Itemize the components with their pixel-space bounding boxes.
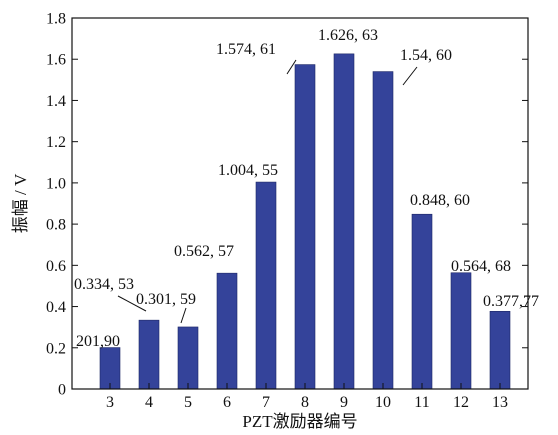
data-label-6: 0.562, 57 bbox=[174, 243, 234, 260]
x-tick-label: 13 bbox=[492, 394, 508, 411]
x-tick-label: 12 bbox=[453, 394, 469, 411]
x-tick-label: 10 bbox=[375, 394, 391, 411]
y-tick-label: 0.4 bbox=[46, 299, 66, 316]
data-label-4: 0.334, 53 bbox=[74, 276, 134, 293]
y-tick-label: 0.6 bbox=[46, 258, 66, 275]
bar-5 bbox=[177, 326, 199, 390]
bar-7 bbox=[255, 181, 277, 390]
bar-6 bbox=[216, 272, 238, 390]
bar-4 bbox=[138, 319, 160, 390]
y-tick-label: 1.2 bbox=[46, 134, 66, 151]
data-label-8: 1.574, 61 bbox=[216, 41, 276, 58]
bars-layer bbox=[99, 53, 511, 390]
y-tick-label: 1.6 bbox=[46, 52, 66, 69]
bar-13 bbox=[489, 310, 511, 390]
bar-9 bbox=[333, 53, 355, 390]
data-label-7: 1.004, 55 bbox=[218, 162, 278, 179]
leader-line bbox=[180, 307, 187, 324]
x-axis-label: PZT激励器编号 bbox=[242, 412, 357, 431]
y-tick-label: 1.8 bbox=[46, 11, 66, 28]
leader-line bbox=[117, 295, 147, 312]
y-axis-label: 振幅 / V bbox=[11, 173, 30, 233]
bar-8 bbox=[294, 64, 316, 390]
data-label-10: 1.54, 60 bbox=[400, 47, 452, 64]
leader-line bbox=[402, 66, 418, 86]
x-tick-label: 3 bbox=[106, 394, 114, 411]
data-label-13: 0.377,77 bbox=[483, 293, 539, 310]
y-tick-label: 1.0 bbox=[46, 175, 66, 192]
bar-11 bbox=[411, 213, 433, 390]
x-axis-ticks: 3 4 5 6 7 8 9 10 11 12 13 bbox=[106, 383, 508, 411]
data-label-11: 0.848, 60 bbox=[410, 192, 470, 209]
x-tick-label: 11 bbox=[414, 394, 429, 411]
data-label-9: 1.626, 63 bbox=[318, 27, 378, 44]
x-tick-label: 4 bbox=[145, 394, 153, 411]
data-label-5: 0.301, 59 bbox=[136, 291, 196, 308]
x-tick-label: 5 bbox=[184, 394, 192, 411]
bar-10 bbox=[372, 71, 394, 390]
bar-12 bbox=[450, 272, 472, 390]
x-tick-label: 6 bbox=[223, 394, 231, 411]
x-tick-label: 8 bbox=[301, 394, 309, 411]
leader-line bbox=[286, 59, 297, 75]
y-tick-label: 1.4 bbox=[46, 93, 66, 110]
data-label-3: 201,90 bbox=[76, 333, 120, 350]
y-tick-label: 0.2 bbox=[46, 340, 66, 357]
leader-lines-layer bbox=[117, 59, 418, 324]
y-axis-ticks: 0 0.2 0.4 0.6 0.8 1.0 1.2 1.4 1.6 1.8 bbox=[46, 11, 528, 399]
data-labels-layer: 201,90 0.334, 530.301, 59 0.562, 57 1.004, … bbox=[74, 27, 539, 350]
x-tick-label: 7 bbox=[262, 394, 270, 411]
y-tick-label: 0.8 bbox=[46, 217, 66, 234]
data-label-12: 0.564, 68 bbox=[451, 258, 511, 275]
plot-frame bbox=[71, 17, 529, 390]
bar-3 bbox=[99, 347, 121, 390]
x-tick-label: 9 bbox=[340, 394, 348, 411]
y-tick-label: 0 bbox=[58, 382, 66, 399]
